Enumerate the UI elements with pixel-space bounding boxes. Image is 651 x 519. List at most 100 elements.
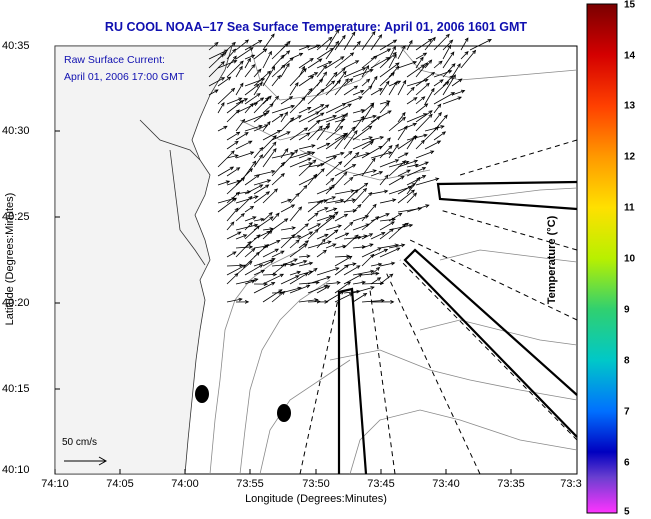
current-vector-head xyxy=(333,71,338,76)
current-vector xyxy=(235,119,245,132)
current-vector-head xyxy=(464,37,469,42)
current-vector xyxy=(298,58,314,69)
current-vector-head xyxy=(309,57,314,62)
current-vector-head xyxy=(375,271,380,276)
current-vector xyxy=(289,115,302,123)
current-vector-head xyxy=(339,198,345,203)
current-vector xyxy=(262,188,278,204)
current-vector xyxy=(343,151,353,159)
current-vector-head xyxy=(223,49,229,54)
current-vector xyxy=(406,40,413,51)
current-vector-head xyxy=(341,114,346,119)
current-vector-head xyxy=(290,104,296,109)
current-vector xyxy=(262,273,284,285)
current-vector-head xyxy=(280,54,285,59)
current-vector xyxy=(280,117,294,132)
current-vector-head xyxy=(420,139,426,144)
current-vector-head xyxy=(332,155,338,160)
current-vector xyxy=(316,61,332,69)
current-vector xyxy=(235,261,253,276)
current-vector-head xyxy=(286,131,291,135)
current-vector-head xyxy=(268,211,273,217)
current-vector-head xyxy=(318,125,323,130)
current-vector xyxy=(442,96,462,105)
current-vector xyxy=(379,228,394,240)
current-vector xyxy=(388,161,409,168)
current-vector-head xyxy=(349,221,354,226)
current-vector xyxy=(244,125,263,132)
current-vector-head xyxy=(373,55,378,60)
current-vector xyxy=(244,280,255,285)
current-vector xyxy=(253,110,270,123)
current-vector-head xyxy=(351,164,357,168)
current-vector xyxy=(217,197,237,213)
current-vector-head xyxy=(430,87,435,93)
current-vector-head xyxy=(320,168,325,173)
current-vector-head xyxy=(441,131,447,136)
current-vector xyxy=(334,264,349,276)
current-vector xyxy=(415,96,425,105)
current-vector-head xyxy=(303,127,309,132)
current-vector xyxy=(271,54,285,69)
current-vector-head xyxy=(378,145,383,150)
current-vector-head xyxy=(394,159,400,163)
current-vector-head xyxy=(303,260,308,264)
current-vector xyxy=(415,57,424,69)
current-vector-head xyxy=(372,169,377,173)
y-tick: 40:10 xyxy=(2,464,30,476)
current-vector xyxy=(235,140,252,150)
current-vector-head xyxy=(424,62,429,67)
current-vector-head xyxy=(267,95,272,100)
current-vector xyxy=(343,96,363,105)
current-vector xyxy=(415,140,425,150)
current-vector-head xyxy=(458,78,463,83)
current-vector xyxy=(370,110,392,123)
current-vector xyxy=(379,218,396,222)
current-vector xyxy=(307,268,318,276)
current-vector xyxy=(316,285,330,294)
current-vector xyxy=(298,162,313,168)
current-vector-head xyxy=(428,110,433,115)
current-vector xyxy=(388,81,398,96)
current-vector xyxy=(415,38,432,51)
current-vector-head xyxy=(420,64,425,69)
current-vector xyxy=(370,34,382,51)
current-vector-head xyxy=(286,40,291,45)
current-vector xyxy=(361,247,382,258)
y-tick: 40:35 xyxy=(2,40,30,52)
current-vector xyxy=(406,87,415,96)
current-vector xyxy=(307,229,319,240)
current-vector-head xyxy=(214,41,219,46)
current-vector xyxy=(244,206,254,213)
current-vector xyxy=(361,65,369,78)
station-marker-2 xyxy=(277,404,291,422)
current-vector-head xyxy=(258,124,263,129)
current-vector-head xyxy=(324,233,329,238)
current-vector xyxy=(262,228,274,231)
current-vector-head xyxy=(232,55,237,60)
current-vector xyxy=(406,175,426,186)
current-vector-head xyxy=(327,61,333,65)
current-vector xyxy=(298,299,318,303)
current-vector xyxy=(352,69,374,78)
current-vector-head xyxy=(307,151,312,155)
current-vector xyxy=(343,222,353,231)
current-vector xyxy=(379,199,396,204)
current-vector xyxy=(352,293,367,303)
current-vector xyxy=(397,189,415,204)
current-vector-head xyxy=(389,228,395,233)
current-vector xyxy=(406,204,429,213)
current-vector-head xyxy=(232,197,237,202)
current-vector-head xyxy=(285,62,290,68)
current-vector-head xyxy=(234,272,239,277)
current-vector-head xyxy=(222,51,227,56)
current-vector-head xyxy=(323,199,328,203)
current-vector xyxy=(316,267,339,276)
current-vector-head xyxy=(275,95,279,100)
current-vector xyxy=(361,102,374,114)
current-vector-head xyxy=(390,261,396,266)
current-vector xyxy=(262,51,272,69)
current-vector-head xyxy=(342,103,347,107)
current-vector-head xyxy=(401,116,406,121)
current-vector-head xyxy=(341,67,346,72)
